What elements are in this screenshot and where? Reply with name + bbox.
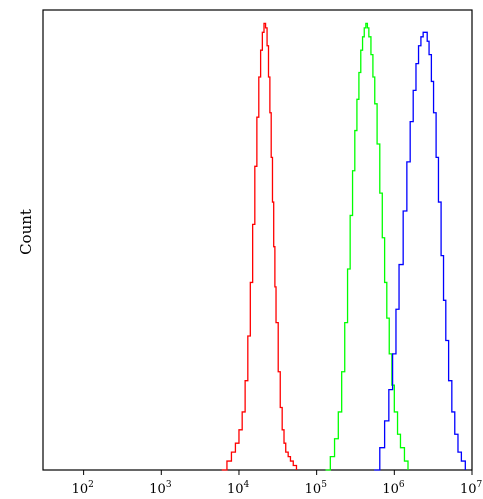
x-tick-label: 103 — [149, 480, 172, 497]
x-tick-label: 104 — [227, 480, 250, 497]
series-line-1 — [221, 22, 298, 471]
series-line-3 — [374, 31, 466, 471]
series-line-2 — [325, 22, 409, 471]
x-axis-ticks: 102 103 104 105 106 107 — [72, 470, 483, 497]
x-tick-label: 105 — [305, 480, 328, 497]
plot-frame — [42, 9, 473, 471]
x-tick-label: 107 — [460, 480, 483, 497]
x-tick-label: 106 — [382, 480, 405, 497]
x-tick-label: 102 — [72, 480, 94, 497]
series-layer — [221, 22, 466, 471]
y-axis-label: Count — [17, 209, 35, 255]
